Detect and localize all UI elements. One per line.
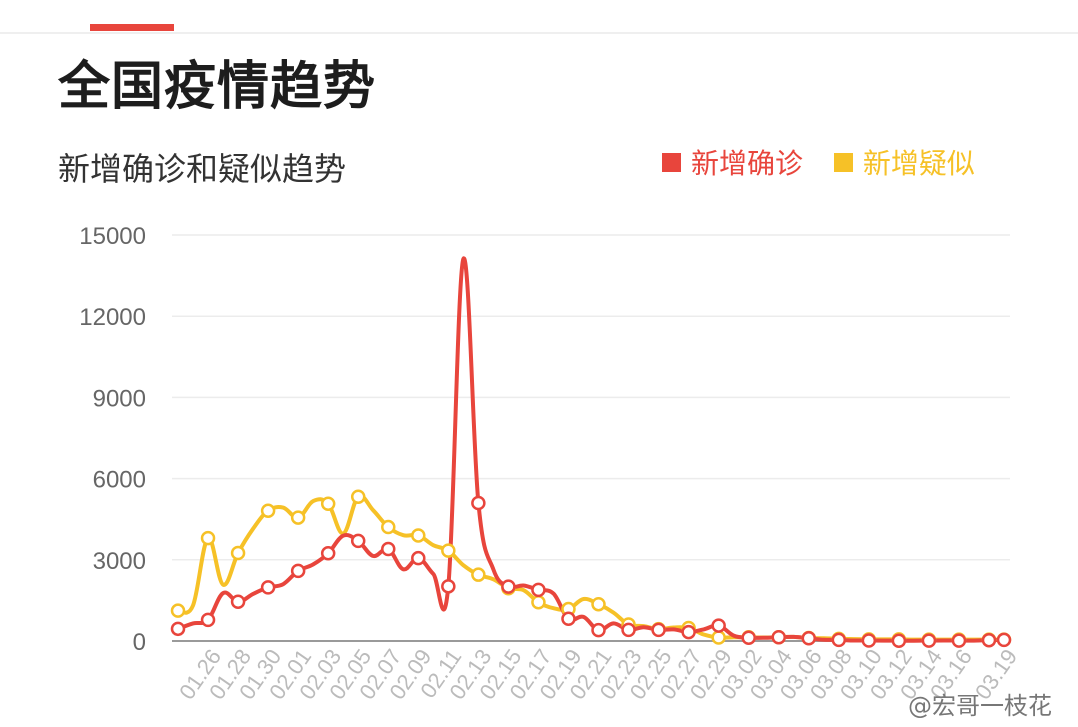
data-point-0-26[interactable] — [561, 611, 576, 627]
data-point-1-2[interactable] — [200, 530, 216, 546]
y-tick-label: 9000 — [93, 385, 146, 412]
data-point-0-42[interactable] — [801, 631, 817, 646]
data-point-0-2[interactable] — [200, 612, 216, 628]
data-point-1-14[interactable] — [381, 519, 396, 535]
data-point-0-55[interactable] — [996, 632, 1012, 648]
data-point-0-36[interactable] — [711, 618, 726, 633]
data-point-0-14[interactable] — [381, 541, 396, 557]
series-points — [170, 489, 1012, 648]
gridlines — [172, 234, 1010, 642]
y-tick-label: 12000 — [79, 304, 146, 331]
data-point-0-52[interactable] — [951, 633, 967, 648]
data-point-1-12[interactable] — [350, 489, 366, 504]
legend-swatch-confirmed — [662, 152, 681, 172]
data-point-0-46[interactable] — [861, 633, 877, 648]
data-point-0-0[interactable] — [170, 621, 186, 637]
data-point-0-8[interactable] — [290, 563, 306, 579]
data-point-1-16[interactable] — [411, 528, 426, 543]
data-point-0-20[interactable] — [471, 495, 486, 511]
data-point-0-44[interactable] — [831, 632, 847, 648]
data-point-0-54[interactable] — [981, 632, 997, 648]
y-tick-label: 3000 — [93, 548, 146, 575]
data-point-0-48[interactable] — [891, 633, 907, 648]
page-title: 全国疫情趋势 — [58, 57, 377, 117]
data-point-1-4[interactable] — [230, 545, 246, 561]
data-point-1-0[interactable] — [170, 603, 186, 618]
data-point-0-16[interactable] — [411, 550, 426, 566]
y-tick-label: 15000 — [79, 223, 146, 250]
legend-label-confirmed: 新增确诊 — [691, 147, 804, 180]
data-point-0-30[interactable] — [621, 622, 636, 638]
top-divider — [0, 32, 1078, 34]
legend-item-confirmed[interactable]: 新增确诊 — [662, 142, 803, 182]
data-point-0-50[interactable] — [921, 633, 937, 648]
data-point-0-22[interactable] — [501, 579, 516, 594]
data-point-1-10[interactable] — [320, 496, 336, 512]
y-tick-label: 6000 — [93, 467, 146, 494]
data-point-0-34[interactable] — [681, 624, 696, 640]
data-point-1-20[interactable] — [471, 567, 486, 582]
chart-legend: 新增确诊 新增疑似 — [662, 142, 997, 182]
data-point-1-6[interactable] — [260, 503, 276, 519]
title-accent-bar — [90, 24, 174, 31]
data-point-0-18[interactable] — [441, 579, 456, 594]
data-point-1-28[interactable] — [591, 596, 606, 612]
data-point-0-38[interactable] — [741, 630, 756, 646]
data-point-1-24[interactable] — [531, 595, 546, 610]
data-point-0-12[interactable] — [350, 533, 366, 549]
data-point-0-10[interactable] — [320, 546, 336, 561]
y-tick-label: 0 — [133, 629, 146, 656]
data-point-0-24[interactable] — [531, 582, 546, 598]
data-point-0-28[interactable] — [591, 622, 606, 638]
legend-item-suspected[interactable]: 新增疑似 — [833, 142, 975, 182]
data-point-0-32[interactable] — [651, 622, 666, 638]
legend-label-suspected: 新增疑似 — [862, 147, 975, 180]
data-point-1-36[interactable] — [711, 630, 726, 645]
data-point-1-18[interactable] — [441, 543, 456, 558]
y-axis-labels: 0 3000 6000 9000 12000 15000 — [79, 223, 146, 656]
chart-title: 新增确诊和疑似趋势 — [58, 150, 347, 188]
x-axis-labels: 01.2601.2801.3002.0102.0302.0502.0702.09… — [174, 645, 1022, 704]
data-point-1-8[interactable] — [290, 510, 306, 525]
data-point-0-40[interactable] — [771, 629, 786, 645]
data-point-0-4[interactable] — [230, 594, 246, 610]
watermark: @宏哥一枝花 — [908, 692, 1052, 720]
legend-swatch-suspected — [833, 152, 853, 172]
data-point-0-6[interactable] — [260, 580, 276, 595]
